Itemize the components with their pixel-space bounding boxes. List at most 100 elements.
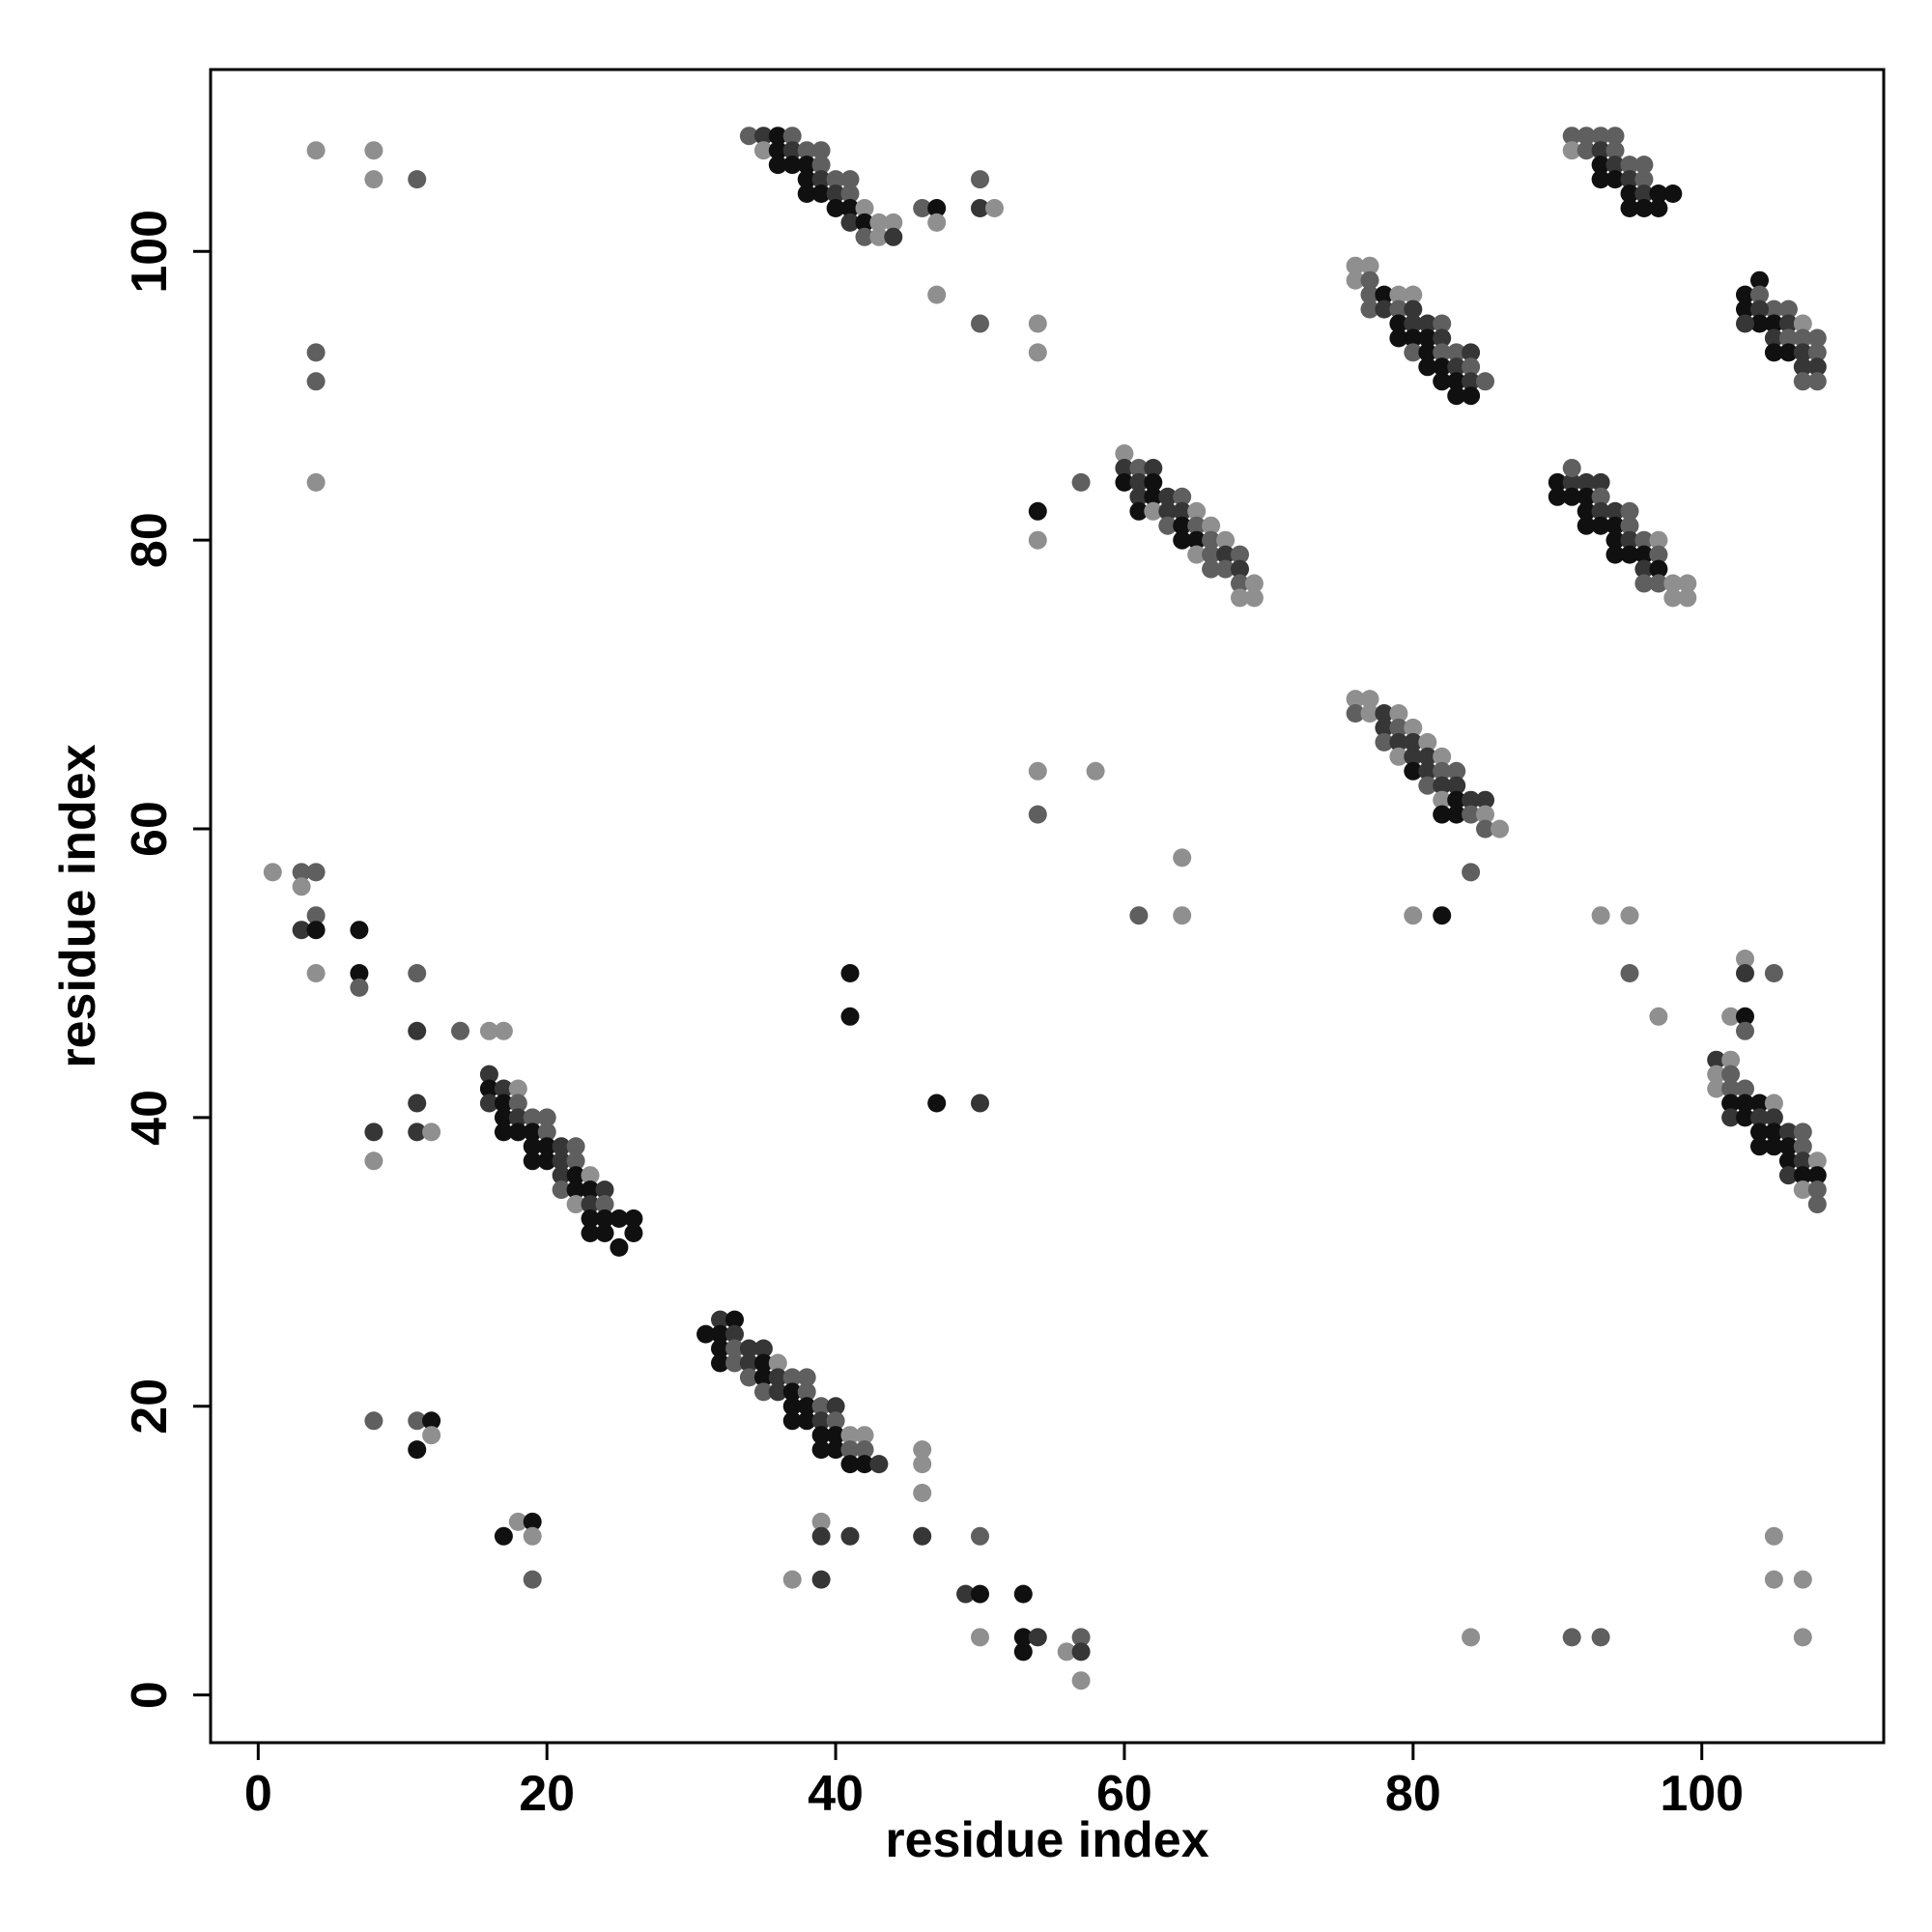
contact-point (1057, 1642, 1076, 1662)
contact-point (1433, 328, 1452, 348)
contact-point (711, 1324, 729, 1344)
contact-point (1793, 343, 1812, 362)
contact-point (1764, 964, 1783, 982)
contact-point (1663, 574, 1683, 593)
contact-point (1736, 964, 1754, 982)
contact-point (1620, 185, 1639, 203)
contact-point (1778, 1137, 1798, 1156)
contact-point (1634, 199, 1654, 217)
y-tick-label: 60 (122, 801, 178, 857)
contact-point (1375, 718, 1394, 737)
x-tick-label: 100 (1660, 1766, 1744, 1822)
contact-point (711, 1310, 729, 1329)
contact-point (725, 1339, 744, 1358)
contact-point (1778, 299, 1798, 319)
contact-point (1129, 487, 1149, 506)
contact-point (566, 1151, 585, 1171)
contact-point (1375, 299, 1394, 319)
contact-point (1764, 343, 1783, 362)
contact-point (364, 1151, 384, 1171)
contact-point (1129, 501, 1149, 521)
contact-point (1404, 299, 1423, 319)
contact-point (1678, 574, 1697, 593)
contact-point (1764, 1094, 1783, 1113)
contact-point (1360, 299, 1379, 319)
contact-point (1807, 328, 1827, 348)
contact-point (1231, 588, 1249, 608)
contact-point (753, 1382, 773, 1402)
contact-point (1418, 761, 1437, 781)
contact-point (1736, 1021, 1754, 1040)
contact-point (1764, 299, 1783, 319)
contact-point (1750, 1108, 1769, 1127)
contact-point (1649, 574, 1668, 593)
contact-point (1202, 530, 1221, 550)
contact-point (422, 1122, 441, 1142)
contact-point (624, 1209, 643, 1228)
contact-point (566, 1195, 585, 1214)
contact-point (971, 170, 989, 189)
contact-point (855, 1440, 874, 1460)
contact-point (595, 1224, 614, 1242)
contact-point (422, 1426, 441, 1445)
contact-point (869, 227, 889, 246)
contact-point (1129, 459, 1149, 477)
contact-point (1721, 1007, 1741, 1026)
contact-point (1360, 270, 1379, 290)
contact-point (537, 1151, 556, 1171)
contact-point (1028, 761, 1047, 781)
contact-point (1721, 1065, 1741, 1084)
contact-point (306, 921, 326, 940)
contact-point (1620, 906, 1639, 925)
contact-point (768, 141, 787, 160)
contact-point (1433, 776, 1452, 795)
contact-point (1764, 1570, 1783, 1589)
contact-point (1462, 863, 1481, 882)
contact-point (1620, 530, 1639, 550)
contact-point (1750, 270, 1769, 290)
contact-point (1562, 127, 1581, 146)
contact-point (1447, 343, 1466, 362)
contact-point (1605, 170, 1625, 189)
contact-point (1447, 776, 1466, 795)
contact-point (711, 1339, 729, 1358)
contact-point (753, 1368, 773, 1387)
contact-point (1389, 285, 1408, 304)
contact-point (1591, 127, 1610, 146)
contact-point (1634, 170, 1654, 189)
contact-point (1634, 559, 1654, 579)
contact-point (1577, 487, 1596, 506)
contact-point (826, 170, 845, 189)
contact-point (811, 1526, 831, 1546)
contact-point (1634, 530, 1654, 550)
contact-point (1605, 530, 1625, 550)
contact-point (811, 1512, 831, 1531)
contact-point (1562, 472, 1581, 492)
contact-point (1491, 819, 1509, 838)
contact-point (840, 1455, 860, 1474)
contact-point (1764, 1122, 1783, 1142)
contact-point (1462, 372, 1481, 391)
contact-point (768, 156, 787, 175)
contact-point (1736, 1007, 1754, 1026)
contact-point (494, 1122, 513, 1142)
contact-point (855, 199, 874, 217)
contact-point (971, 199, 989, 217)
contact-point (408, 1094, 427, 1113)
contact-point (1793, 1180, 1812, 1200)
contact-point (782, 1570, 802, 1589)
contact-point (1158, 487, 1178, 506)
contact-point (971, 314, 989, 333)
contact-point (1562, 487, 1581, 506)
contact-point (884, 227, 903, 246)
contact-point (1591, 156, 1610, 175)
contact-point (537, 1122, 556, 1142)
contact-point (1346, 270, 1365, 290)
contact-point (913, 199, 932, 217)
contact-point (1807, 1180, 1827, 1200)
contact-point (1433, 314, 1452, 333)
contact-point (1375, 704, 1394, 723)
contact-point (1389, 747, 1408, 766)
contact-point (840, 1526, 860, 1546)
contact-point (422, 1411, 441, 1431)
